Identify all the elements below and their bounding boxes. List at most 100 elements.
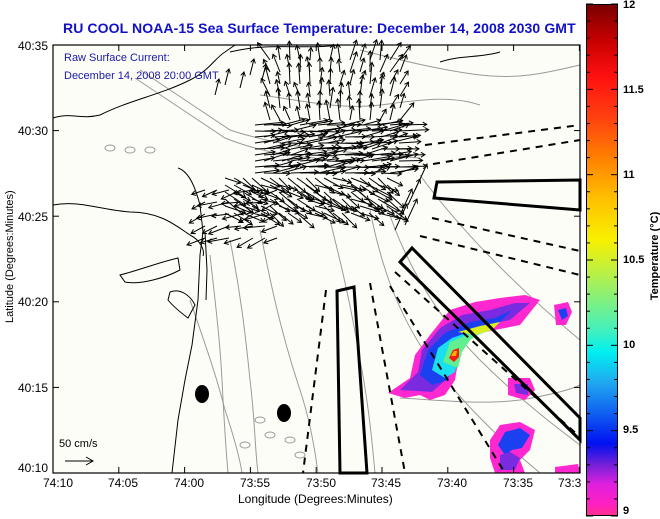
vector-shaft [278, 191, 299, 209]
vector-shaft [386, 184, 400, 196]
vector-head [246, 243, 253, 249]
vector-head [286, 122, 293, 129]
vector-head [286, 40, 293, 46]
vector-head [304, 55, 311, 62]
vector-head [263, 199, 269, 206]
vector-shaft [399, 188, 413, 216]
current-vector [389, 93, 400, 109]
current-legend-line1: Raw Surface Current: [64, 52, 170, 64]
vector-shaft [389, 77, 396, 97]
vector-shaft [288, 41, 291, 61]
vector-head [271, 104, 277, 110]
current-vector [294, 105, 301, 121]
current-vector [224, 205, 247, 215]
vector-head [356, 121, 363, 128]
x-tick-label: 73:3 [558, 476, 582, 490]
current-vector [223, 237, 242, 245]
vector-shaft [261, 201, 278, 211]
current-vector [349, 39, 359, 61]
vector-head [359, 74, 365, 80]
vector-head [340, 69, 346, 76]
current-vector [398, 157, 424, 164]
current-vector [271, 53, 281, 73]
current-vector [335, 97, 341, 121]
current-vector [350, 212, 371, 222]
vector-head [371, 77, 377, 83]
vector-shaft [369, 102, 373, 121]
vector-head [398, 118, 404, 124]
vector-head [274, 78, 280, 85]
vector-shaft [243, 225, 266, 229]
vector-head [335, 97, 341, 104]
current-vector [336, 58, 342, 73]
vector-shaft [348, 95, 351, 109]
current-vector [335, 121, 363, 128]
vector-head [350, 68, 356, 75]
current-vector [290, 155, 311, 162]
vector-shaft [265, 67, 271, 85]
vector-head [206, 238, 213, 244]
vector-head [379, 88, 385, 94]
current-vector [359, 212, 380, 221]
vector-head [352, 51, 359, 57]
vector-head [416, 138, 422, 145]
sst-patch [558, 308, 568, 320]
y-axis-title: Latitude (Degrees:Minutes) [4, 190, 16, 323]
current-vector [257, 42, 271, 61]
current-vector [305, 92, 311, 109]
vector-shaft [254, 164, 280, 168]
current-vector [220, 189, 242, 201]
vector-shaft [233, 191, 251, 202]
vector-shaft [239, 71, 245, 89]
vector-shaft [290, 142, 310, 145]
vector-head [368, 61, 375, 67]
vector-head [247, 220, 253, 226]
vector-shaft [380, 155, 410, 162]
station-markers [195, 385, 291, 422]
vector-head [333, 149, 339, 155]
current-vector [308, 152, 338, 159]
current-vector [318, 66, 325, 85]
coastline-inlet [119, 257, 181, 284]
current-vector [244, 200, 266, 206]
vector-shaft [224, 198, 244, 216]
vector-head [298, 194, 304, 200]
vector-shaft [251, 198, 268, 205]
current-vector [329, 86, 336, 109]
vector-shaft [242, 205, 260, 212]
vector-head [413, 152, 419, 158]
vector-head [346, 178, 353, 185]
vector-shaft [341, 212, 357, 229]
vector-head [292, 186, 299, 192]
vector-shaft [371, 152, 396, 156]
vector-shaft [258, 189, 278, 198]
vector-head [257, 193, 264, 199]
current-vector [269, 212, 285, 227]
vector-shaft [200, 237, 218, 244]
vector-head [318, 200, 325, 207]
current-vector [380, 129, 400, 138]
current-vector [275, 44, 282, 61]
vector-head [372, 38, 379, 45]
vector-shaft [261, 63, 267, 81]
vector-head [284, 53, 291, 60]
vector-shaft [308, 120, 333, 126]
vector-head [191, 204, 197, 210]
vector-shaft [269, 191, 285, 203]
vector-shaft [377, 198, 400, 212]
vector-shaft [272, 161, 293, 168]
vector-shaft [368, 212, 385, 226]
current-vector [368, 212, 385, 227]
depth-contour [259, 229, 319, 474]
vector-head [249, 188, 256, 194]
current-vector [326, 158, 355, 165]
current-vector [323, 198, 347, 211]
vector-head [335, 217, 341, 223]
depth-contour-blob [239, 441, 251, 449]
scale-arrow [65, 456, 95, 466]
vector-shaft [233, 189, 254, 194]
current-vector [399, 54, 408, 73]
vector-shaft [224, 68, 230, 86]
current-vector [356, 97, 362, 121]
vector-head [300, 129, 307, 135]
